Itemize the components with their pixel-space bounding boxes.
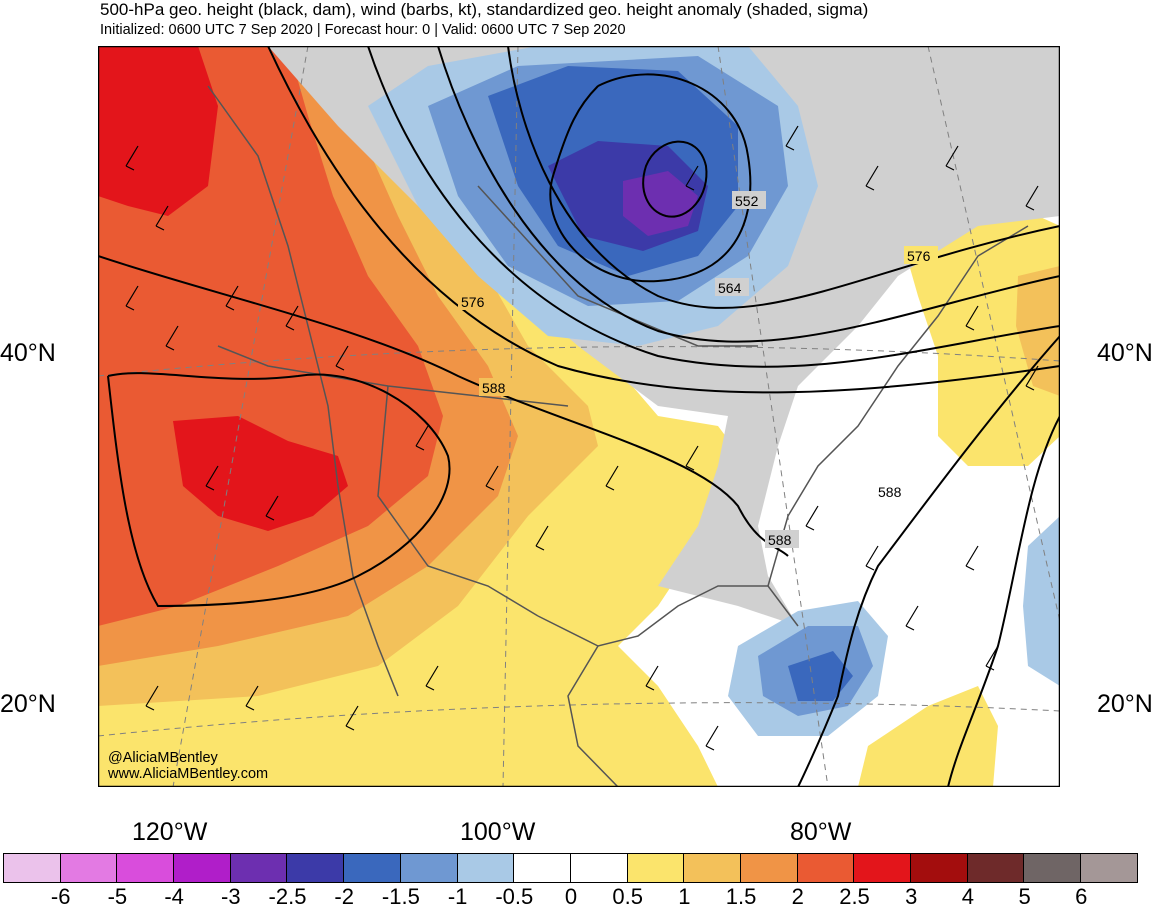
colorbar-tick-label: -5	[107, 884, 128, 909]
colorbar-tick-label: 6	[1075, 884, 1088, 909]
lat-label-40n-right: 40°N	[1097, 339, 1153, 367]
colorbar-cell	[286, 853, 345, 883]
credit-url: www.AliciaMBentley.com	[108, 766, 269, 782]
colorbar-cell	[569, 853, 628, 883]
contour-label-588-southeast: 588	[768, 532, 792, 548]
colorbar-cell	[1080, 853, 1138, 883]
colorbar-tick-label: 4	[961, 884, 975, 909]
colorbar-cell	[910, 853, 968, 883]
colorbar-tick-label: 0.5	[612, 884, 643, 909]
colorbar-tick-label: 0	[564, 884, 578, 909]
chart-title: 500-hPa geo. height (black, dam), wind (…	[100, 0, 869, 19]
colorbar-cell	[966, 853, 1025, 883]
lon-label-100w: 100°W	[460, 818, 536, 846]
colorbar-cell	[1023, 853, 1082, 883]
lon-label-120w: 120°W	[132, 818, 208, 846]
anomaly-band-neg-0-5-atlantic	[1023, 516, 1060, 686]
chart-subtitle: Initialized: 0600 UTC 7 Sep 2020 | Forec…	[100, 22, 626, 38]
coastlines	[207, 85, 1029, 787]
contour-label-576-west: 576	[461, 294, 485, 310]
credit-handle: @AliciaMBentley	[108, 750, 218, 766]
colorbar-cell	[626, 853, 685, 883]
anomaly-band-neg-2-5	[623, 171, 698, 236]
colorbar-cell	[456, 853, 515, 883]
anomaly-colorbar	[3, 853, 1138, 883]
colorbar-cell	[3, 853, 61, 883]
colorbar-tick-label: 2.5	[839, 884, 870, 909]
contour-label-564: 564	[718, 280, 742, 296]
colorbar-cell	[116, 853, 175, 883]
colorbar-cell	[343, 853, 401, 883]
colorbar-cell	[399, 853, 458, 883]
colorbar-cell	[513, 853, 571, 883]
lon-label-80w: 80°W	[790, 818, 852, 846]
colorbar-cell	[739, 853, 798, 883]
contour-label-588-central: 588	[482, 380, 506, 396]
map-border	[98, 46, 1060, 787]
anomaly-band-neg-1-5-gulf	[788, 651, 853, 701]
colorbar-cell	[59, 853, 118, 883]
colorbar-tick-label: -0.5	[495, 884, 534, 909]
contour-label-588-atlantic: 588	[878, 484, 902, 500]
colorbar-cell	[173, 853, 231, 883]
colorbar-cell	[853, 853, 911, 883]
anomaly-band-1-east	[1016, 266, 1060, 396]
lat-label-20n-left: 20°N	[0, 690, 56, 718]
anomaly-band-yellow-caribbean	[858, 686, 998, 787]
weather-map: 552 564 576 576 588 588 588	[98, 46, 1060, 787]
colorbar-cell	[796, 853, 855, 883]
colorbar-cell	[229, 853, 288, 883]
colorbar-tick-label: -2	[334, 884, 354, 909]
lat-label-40n-left: 40°N	[0, 339, 56, 367]
colorbar-tick-label: 2	[791, 884, 804, 909]
colorbar-tick-label: -6	[50, 884, 71, 909]
colorbar-tick-label: -4	[164, 884, 184, 909]
colorbar-tick-label: 3	[905, 884, 918, 909]
colorbar-tick-label: 1	[678, 884, 691, 909]
anomaly-band-yellow-east	[898, 206, 1060, 466]
lat-label-20n-right: 20°N	[1097, 690, 1153, 718]
colorbar-tick-label: -2.5	[268, 884, 307, 909]
colorbar-cell	[683, 853, 741, 883]
anomaly-band-2-5-north	[98, 46, 218, 216]
anomaly-band-2-5-southwest	[173, 416, 348, 531]
colorbar-tick-label: 5	[1018, 884, 1031, 909]
colorbar-tick-label: -3	[221, 884, 241, 909]
wind-barbs	[125, 125, 1039, 751]
contour-label-552: 552	[735, 193, 759, 209]
colorbar-tick-label: -1.5	[381, 884, 420, 909]
colorbar-tick-label: -1	[447, 884, 468, 909]
colorbar-tick-label: 1.5	[725, 884, 757, 909]
graticule	[98, 46, 1060, 787]
height-contours	[98, 46, 1060, 787]
contour-label-576-east: 576	[907, 248, 931, 264]
